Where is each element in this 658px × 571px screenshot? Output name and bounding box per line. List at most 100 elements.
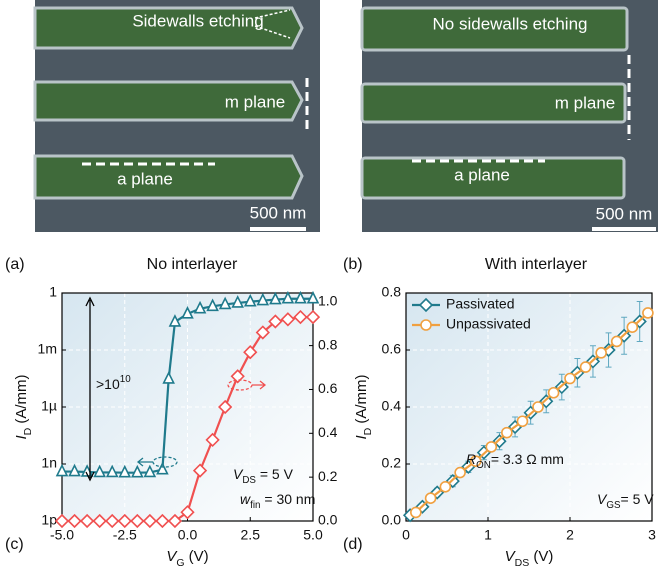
marker [293, 309, 308, 325]
text-part: I [353, 435, 370, 439]
marker [626, 321, 639, 334]
legend-label: Unpassivated [446, 316, 531, 332]
x-axis-label: VG (V) [166, 548, 208, 569]
text-part: (V) [529, 548, 553, 565]
x-tick-label: -2.5 [113, 527, 137, 543]
panel-label: (a) [5, 256, 25, 273]
marker [93, 464, 106, 478]
y-tick-label: 0.0 [382, 512, 402, 528]
scale-bar-label: 500 nm [250, 203, 307, 222]
marker [454, 466, 466, 479]
marker [162, 371, 175, 384]
marker [181, 306, 194, 319]
text-part: = 3.3 Ω mm [491, 451, 564, 467]
text-part: V [233, 466, 244, 482]
annotation: m plane [225, 92, 285, 111]
marker [218, 296, 232, 310]
marker [105, 513, 120, 529]
marker [642, 307, 654, 319]
y2-tick-label: 0.0 [318, 512, 338, 528]
marker [243, 293, 257, 307]
marker [143, 464, 157, 478]
text-part: D [362, 427, 374, 435]
x-tick-label: 5.0 [303, 527, 323, 543]
text-part: DS [515, 557, 530, 569]
marker [306, 290, 320, 304]
annotation: wfin = 30 nm [240, 491, 315, 511]
panel-label: (d) [343, 536, 363, 553]
text-part: GS [606, 500, 621, 511]
x-tick-label: 1 [484, 527, 492, 543]
annotation: >1010 [96, 374, 131, 392]
marker [192, 463, 208, 478]
annotation: m plane [555, 93, 615, 112]
annotation: No sidewalls etching [433, 14, 588, 33]
legend-marker [418, 297, 434, 313]
text-part: = 5 V [621, 491, 655, 507]
annotation: Sidewalls etching [132, 11, 263, 30]
marker [92, 513, 107, 529]
annotation: RON= 3.3 Ω mm [466, 451, 564, 471]
marker [117, 513, 132, 529]
annotation: VDS = 5 V [233, 466, 294, 486]
marker [516, 415, 529, 428]
text-part: (V) [185, 548, 209, 565]
x-tick-label: 2.5 [241, 527, 261, 543]
annotation: VGS= 5 V [597, 491, 654, 511]
marker [142, 513, 157, 529]
y-tick-label: 1m [38, 341, 57, 357]
scale-bar-label: 500 nm [596, 204, 653, 223]
text-part: (A/mm) [13, 374, 30, 427]
marker [155, 513, 170, 529]
marker [610, 335, 623, 348]
marker [206, 298, 219, 312]
text-part: DS [242, 475, 256, 486]
marker [439, 480, 452, 493]
decorations [85, 296, 267, 482]
text-part: ON [476, 460, 491, 471]
marker [218, 399, 233, 415]
marker [269, 291, 282, 305]
marker [55, 463, 69, 477]
marker [255, 325, 270, 340]
text-part: >10 [96, 376, 120, 392]
marker [469, 455, 482, 467]
legend-label: Passivated [446, 296, 514, 312]
panel-caption: No interlayer [147, 256, 238, 273]
y-tick-label: 0.2 [382, 455, 402, 471]
text-part: = 30 nm [260, 491, 315, 507]
marker [156, 461, 169, 475]
marker [424, 492, 437, 505]
marker [579, 361, 592, 373]
x-axis-label: VDS (V) [505, 548, 554, 569]
axes-frame [61, 292, 314, 522]
text-part: R [466, 451, 476, 467]
marker [547, 386, 560, 399]
charts: -5.0 -2.5 0.0 2.5 5.0 1p 1n 1µ 1m 1 0.0 0.2 0.4 0.6 0.… [5, 284, 656, 569]
marker [130, 513, 145, 529]
y2-tick-label: 0.4 [318, 424, 338, 440]
y-tick-label: 1µ [41, 398, 57, 414]
marker [105, 464, 119, 478]
marker [501, 426, 513, 439]
sem-image-b: No sidewalls etching m plane a plane 500… [360, 0, 658, 232]
marker [268, 314, 283, 329]
marker [595, 347, 607, 359]
marker [118, 464, 132, 478]
marker [67, 513, 82, 529]
text-part: = 5 V [256, 466, 294, 482]
y2-tick-label: 1.0 [318, 292, 338, 308]
marker [180, 505, 195, 520]
annotation: a plane [117, 169, 173, 188]
x-tick-label: 2 [566, 527, 574, 543]
marker [231, 295, 244, 308]
marker [68, 463, 81, 477]
marker [280, 312, 296, 327]
marker [131, 464, 144, 478]
marker [193, 300, 207, 314]
y-tick-label: 1 [49, 284, 57, 300]
marker [167, 513, 183, 529]
panel-caption: With interlayer [485, 256, 588, 273]
y-axis-label: ID (A/mm) [353, 374, 374, 439]
marker [79, 513, 95, 529]
